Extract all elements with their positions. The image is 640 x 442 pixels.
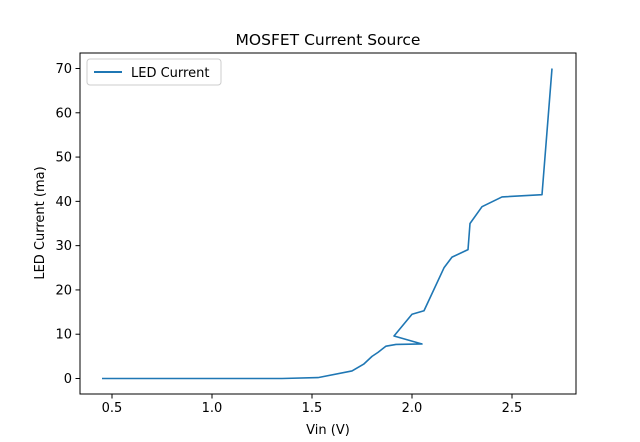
series-line-led-current (102, 68, 553, 380)
y-tick-label: 10 (55, 328, 72, 343)
axes-frame (79, 52, 577, 395)
x-tick-label: 1.5 (302, 401, 323, 416)
chart-title: MOSFET Current Source (236, 31, 421, 49)
y-tick-label: 0 (64, 372, 72, 387)
y-axis-label: LED Current (ma) (33, 166, 48, 279)
plot-area: 0.5 1.0 1.5 2.0 2.5 0 10 20 30 40 50 60 70 (55, 52, 577, 416)
x-tick-label: 1.0 (202, 401, 223, 416)
x-axis-label: Vin (V) (306, 423, 350, 438)
y-tick-label: 20 (55, 283, 72, 298)
legend-label-led-current: LED Current (131, 66, 209, 81)
y-tick-label: 60 (55, 106, 72, 121)
legend-box (86, 58, 222, 86)
x-tick-label: 2.0 (402, 401, 423, 416)
y-tick-label: 70 (55, 62, 72, 77)
legend: LED Current (86, 58, 222, 86)
x-tick-label: 0.5 (102, 401, 123, 416)
y-tick-label: 40 (55, 195, 72, 210)
x-tick-label: 2.5 (502, 401, 523, 416)
y-tick-label: 50 (55, 151, 72, 166)
y-tick-label: 30 (55, 239, 72, 254)
